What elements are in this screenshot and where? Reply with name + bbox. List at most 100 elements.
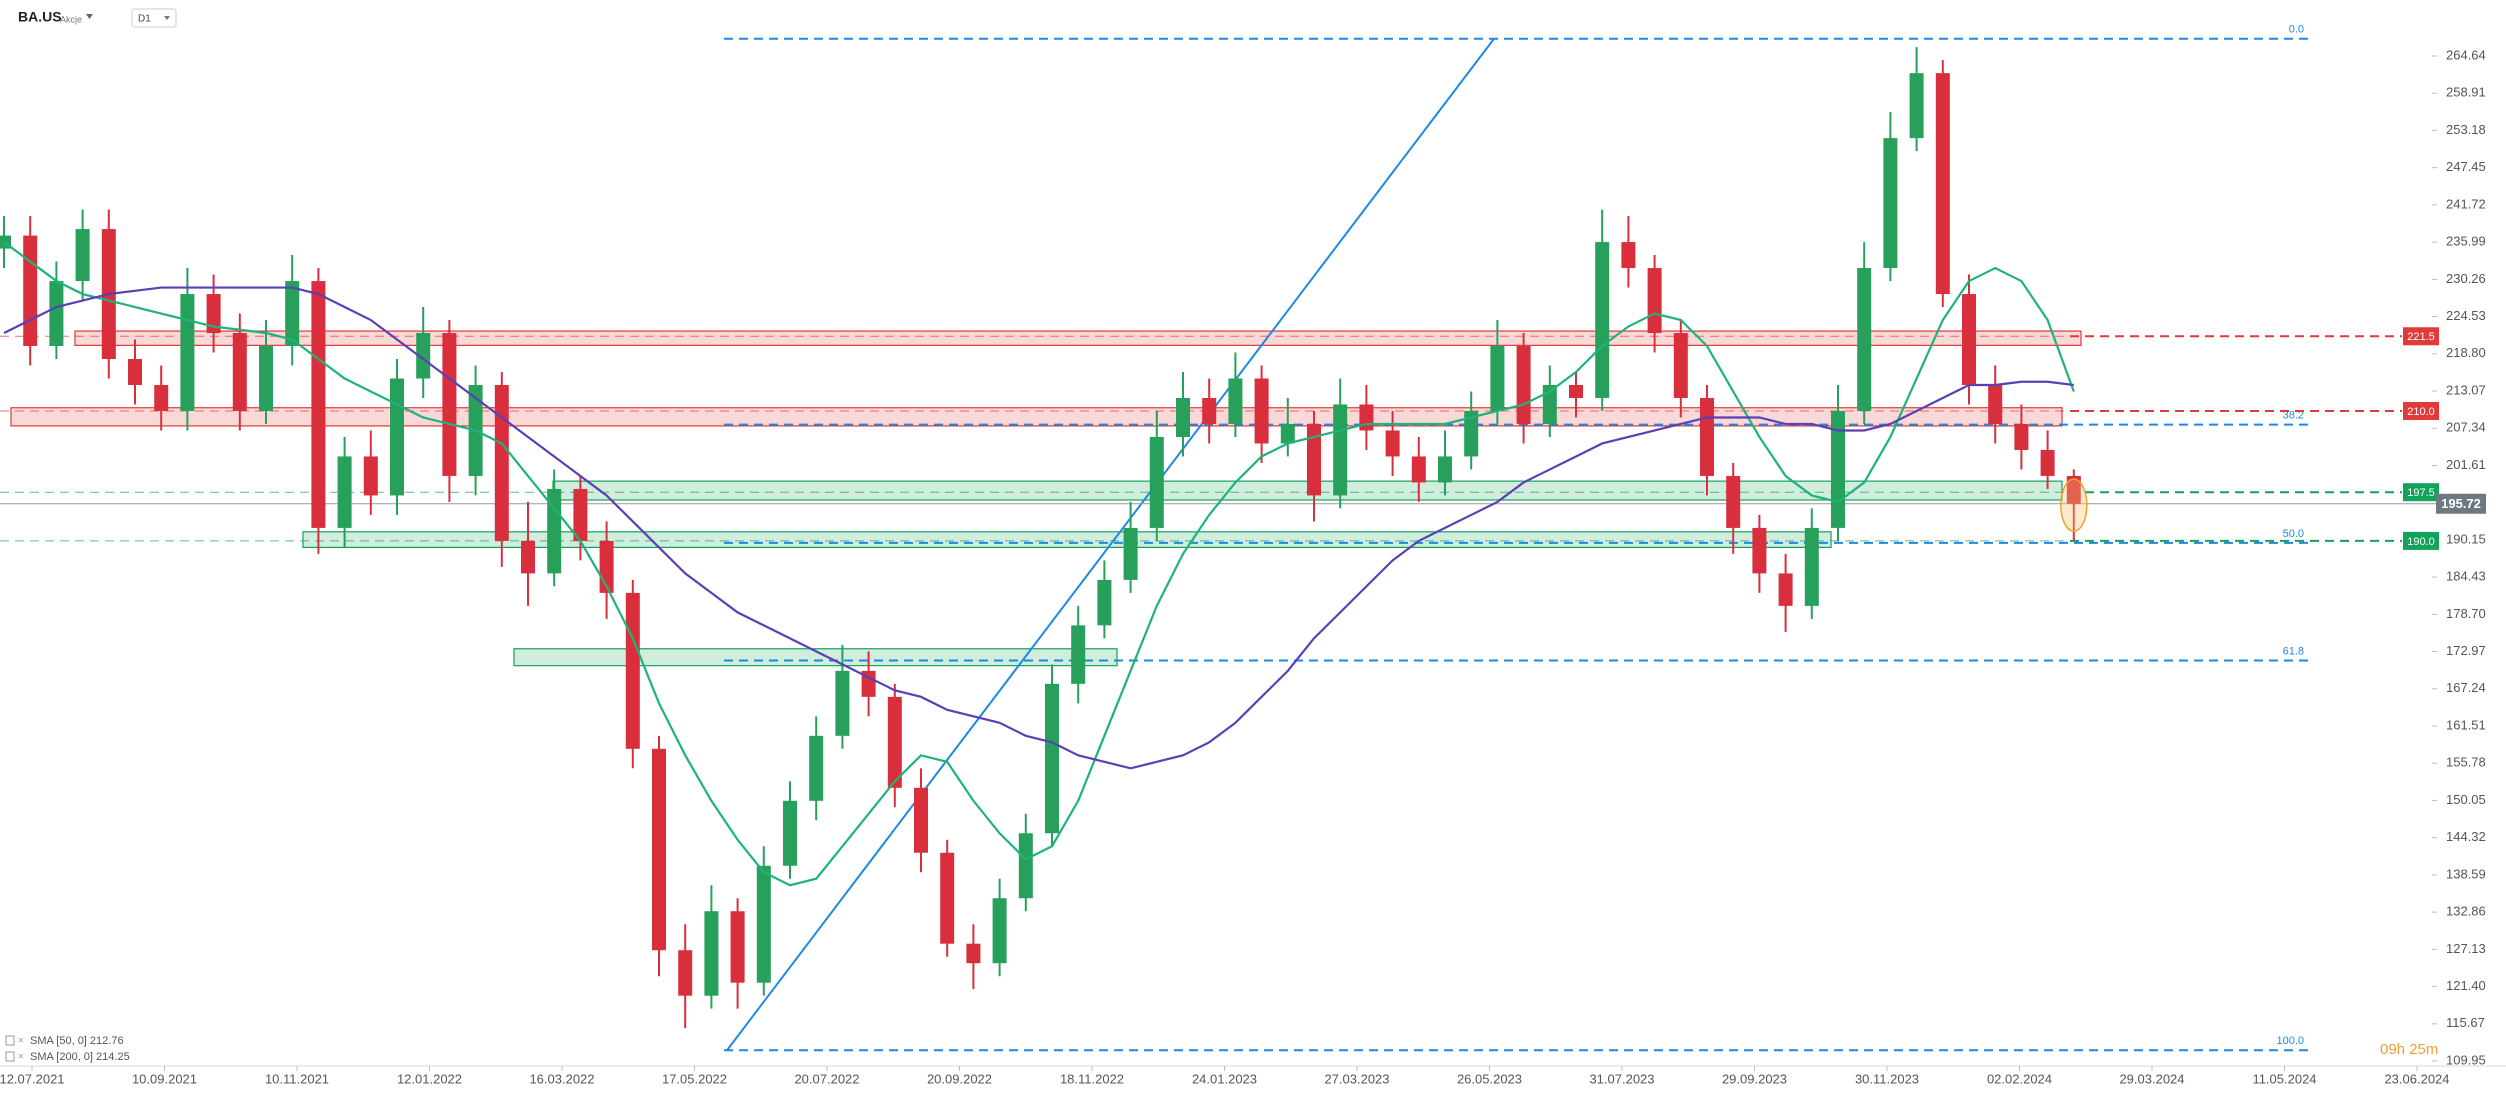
candle-body: [1935, 73, 1950, 295]
x-tick-label: 12.07.2021: [0, 1071, 65, 1086]
candle-body: [1202, 397, 1217, 424]
x-tick-label: 18.11.2022: [1060, 1071, 1124, 1086]
candle-body: [1307, 423, 1321, 496]
candle-body: [442, 333, 457, 476]
x-tick-label: 24.01.2023: [1192, 1071, 1257, 1086]
y-tick-label: 264.64: [2446, 47, 2486, 62]
y-tick-label: 184.43: [2446, 569, 2486, 584]
x-tick-label: 29.03.2024: [2119, 1071, 2184, 1086]
candle-body: [1097, 579, 1112, 626]
y-tick-label: 218.80: [2446, 345, 2486, 360]
y-tick-label: 150.05: [2446, 792, 2486, 807]
symbol-dropdown[interactable]: [86, 14, 93, 19]
candle-body: [2014, 423, 2029, 450]
y-tick-label: 201.61: [2446, 457, 2486, 472]
y-tick-label: 241.72: [2446, 196, 2486, 211]
candle-body: [547, 488, 562, 574]
y-tick-label: 115.67: [2446, 1015, 2485, 1030]
y-tick-label: 235.99: [2446, 234, 2486, 249]
zone: [74, 330, 2082, 346]
candle-body: [285, 281, 300, 347]
timer: 09h 25m: [2380, 1041, 2438, 1058]
candle-body: [809, 735, 824, 801]
candle-body: [1176, 397, 1190, 437]
x-tick-label: 20.07.2022: [794, 1071, 859, 1086]
y-tick-label: 144.32: [2446, 829, 2486, 844]
candle-body: [1516, 346, 1531, 424]
symbol: BA.US: [18, 9, 62, 25]
candle-body: [1280, 423, 1295, 444]
candle-body: [1778, 573, 1793, 606]
timeframe-arrow: [164, 16, 170, 20]
x-tick-label: 30.11.2023: [1855, 1071, 1919, 1086]
candle-body: [311, 281, 326, 528]
candle-body: [1333, 404, 1348, 496]
candle-body: [573, 488, 588, 541]
candle-body: [1045, 683, 1059, 834]
y-tick-label: 109.95: [2446, 1052, 2486, 1067]
candle-body: [154, 384, 169, 411]
level-tag-label: 210.0: [2407, 406, 2435, 418]
trend-line: [726, 38, 1495, 1051]
legend-x: ×: [18, 1052, 24, 1063]
candle-body: [1149, 436, 1164, 528]
candle-body: [1490, 346, 1505, 411]
candle-body: [180, 294, 195, 411]
y-tick-label: 172.97: [2446, 643, 2486, 658]
y-tick-label: 224.53: [2446, 308, 2486, 323]
header: BA.US Akcje D1: [18, 8, 177, 28]
legend-x: ×: [18, 1036, 24, 1047]
candle-body: [206, 294, 221, 334]
candle-body: [521, 540, 535, 574]
timeframe-select[interactable]: [131, 8, 177, 28]
candle-body: [704, 911, 719, 996]
sma-line: [3, 241, 2075, 887]
y-tick-label: 207.34: [2446, 420, 2486, 435]
x-tick-label: 26.05.2023: [1457, 1071, 1522, 1086]
candle-body: [1726, 475, 1741, 528]
y-tick-label: 138.59: [2446, 866, 2486, 881]
fib-label: 100.0: [2276, 1035, 2304, 1047]
candle-body: [23, 235, 38, 347]
candle-body: [1228, 378, 1243, 424]
y-tick-label: 258.91: [2446, 85, 2486, 100]
level-tag: [2403, 483, 2439, 502]
plot-area: 0.0 38.2 50.0 61.8 100.0: [0, 24, 2440, 1052]
candle-body: [1752, 527, 1767, 574]
level-tag-label: 221.5: [2407, 331, 2435, 343]
candle-body: [1988, 384, 2003, 424]
candle-body: [1385, 430, 1400, 457]
candle-body: [1673, 333, 1688, 398]
candle-body: [1464, 410, 1479, 457]
candle-body: [783, 800, 797, 866]
level-tag: [2403, 531, 2439, 550]
asset-class: Akcje: [60, 14, 82, 24]
candle-body: [259, 346, 273, 411]
x-tick-label: 29.09.2023: [1722, 1071, 1787, 1086]
candle-body: [494, 384, 509, 541]
highlight: [2060, 478, 2088, 532]
x-tick-label: 10.11.2021: [265, 1071, 329, 1086]
x-tick-label: 10.09.2021: [132, 1071, 197, 1086]
candle-body: [887, 696, 902, 788]
candle-body: [232, 333, 247, 411]
y-tick-label: 178.70: [2446, 606, 2486, 621]
candle-body: [1254, 378, 1269, 444]
candle-body: [1018, 833, 1033, 899]
candle-body: [1542, 384, 1557, 424]
level-tag-label: 190.0: [2407, 536, 2435, 548]
x-tick-label: 23.06.2024: [2384, 1071, 2449, 1086]
candle-body: [940, 852, 955, 944]
candle-body: [992, 898, 1007, 964]
candle-body: [835, 670, 850, 736]
candle-body: [1700, 397, 1714, 476]
candle-body: [966, 943, 981, 964]
fib-label: 38.2: [2283, 410, 2304, 422]
level-tag: [2403, 327, 2439, 346]
candle-body: [128, 359, 142, 385]
candle-body: [678, 950, 693, 996]
x-tick-label: 27.03.2023: [1324, 1071, 1389, 1086]
x-tick-label: 02.02.2024: [1987, 1071, 2052, 1086]
